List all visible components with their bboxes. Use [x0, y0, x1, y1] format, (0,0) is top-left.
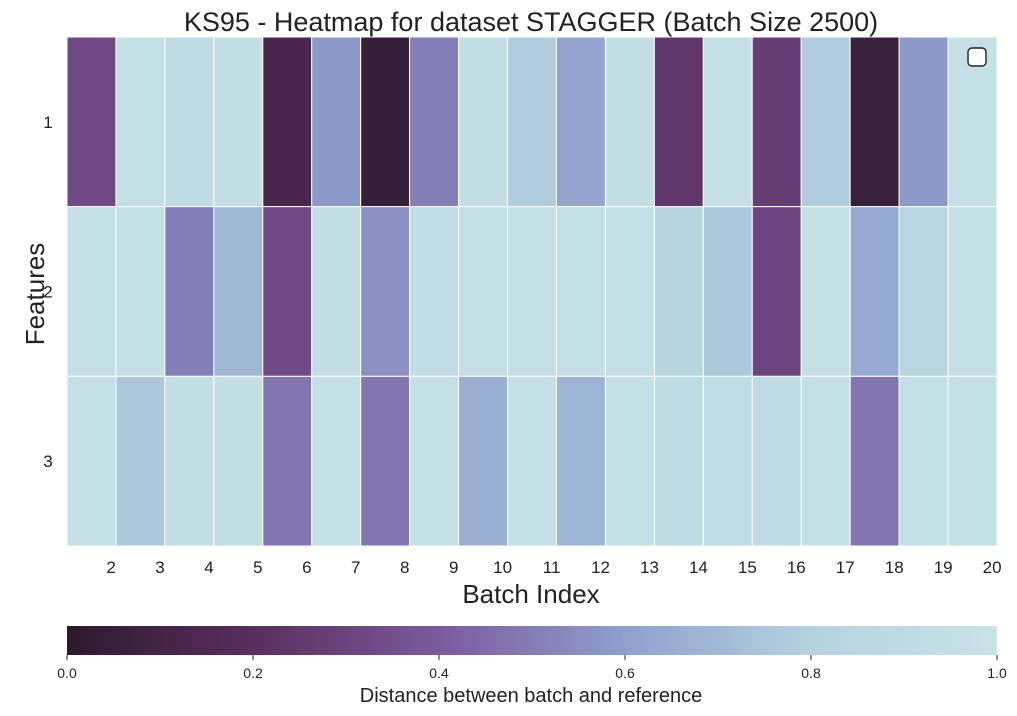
heatmap-cell [507, 36, 557, 208]
heatmap-cell [213, 206, 264, 377]
heatmap-cell [311, 206, 362, 377]
heatmap-cell [507, 206, 557, 377]
x-tick-label: 5 [253, 558, 262, 577]
heatmap-cell [849, 375, 900, 547]
heatmap-cell [213, 375, 264, 547]
colorbar-label: Distance between batch and reference [360, 685, 702, 707]
heatmap-cell [849, 206, 900, 377]
heatmap-cell [898, 36, 949, 208]
y-tick-label: 3 [43, 452, 52, 471]
heatmap-cell [507, 375, 557, 547]
heatmap-cell [66, 375, 117, 547]
x-tick-label: 6 [302, 558, 311, 577]
heatmap-cell [164, 375, 215, 547]
x-axis-label: Batch Index [462, 579, 599, 609]
heatmap-cell [66, 206, 117, 377]
x-tick-label: 7 [351, 558, 360, 577]
chart-title: KS95 - Heatmap for dataset STAGGER (Batc… [184, 7, 878, 37]
heatmap-cell [947, 206, 998, 377]
heatmap-cell [458, 36, 509, 208]
heatmap-cell [262, 36, 313, 208]
x-tick-label: 4 [204, 558, 213, 577]
colorbar-tick-label: 0.6 [615, 665, 635, 681]
x-tick-label: 16 [787, 558, 806, 577]
x-tick-label: 13 [640, 558, 659, 577]
legend-box [967, 47, 987, 67]
x-tick-label: 9 [449, 558, 458, 577]
heatmap-cell [800, 375, 851, 547]
x-tick-label: 20 [983, 558, 1002, 577]
y-tick-label: 2 [43, 283, 52, 302]
y-tick-labels: 1 2 3 [43, 113, 52, 471]
x-tick-label: 19 [934, 558, 953, 577]
heatmap-cell [115, 375, 166, 547]
heatmap-cell [751, 375, 802, 547]
x-tick-label: 2 [106, 558, 115, 577]
heatmap-cell [800, 206, 851, 377]
heatmap-cell [849, 36, 900, 208]
x-tick-labels: 2 3 4 5 6 7 8 9 10 11 12 13 14 15 16 17 18 19 20 [106, 558, 1001, 577]
colorbar-ticks: 0.0 0.2 0.4 0.6 0.8 1.0 [57, 655, 1007, 681]
heatmap-cell [555, 206, 606, 377]
heatmap-cell [751, 36, 802, 208]
heatmap-cell [458, 206, 509, 377]
heatmap-cell [262, 206, 313, 377]
heatmap-cell [213, 36, 264, 208]
x-tick-label: 15 [738, 558, 757, 577]
colorbar-tick-label: 1.0 [987, 665, 1007, 681]
heatmap-cell [409, 36, 460, 208]
heatmap-cell [164, 206, 215, 377]
x-tick-label: 3 [155, 558, 164, 577]
heatmap-cell [115, 206, 166, 377]
x-tick-label: 18 [885, 558, 904, 577]
heatmap-cell [66, 36, 117, 208]
heatmap-cell [555, 375, 606, 547]
heatmap-cell [409, 206, 460, 377]
x-tick-label: 14 [689, 558, 708, 577]
colorbar-tick-label: 0.8 [801, 665, 821, 681]
x-tick-label: 17 [836, 558, 855, 577]
heatmap-cell [360, 36, 411, 208]
heatmap-cell [555, 36, 606, 208]
colorbar [67, 626, 997, 655]
x-tick-label: 12 [591, 558, 610, 577]
heatmap-cell [702, 206, 753, 377]
heatmap-cell [653, 375, 704, 547]
heatmap-cells [66, 36, 998, 547]
x-tick-label: 11 [543, 558, 561, 577]
heatmap-cell [604, 36, 655, 208]
heatmap-cell [360, 206, 411, 377]
y-tick-label: 1 [43, 113, 52, 132]
heatmap-cell [115, 36, 166, 208]
heatmap-cell [604, 206, 655, 377]
colorbar-tick-label: 0.0 [57, 665, 77, 681]
heatmap-cell [898, 375, 949, 547]
heatmap-cell [702, 36, 753, 208]
heatmap-cell [311, 36, 362, 208]
x-tick-label: 8 [400, 558, 409, 577]
heatmap-cell [311, 375, 362, 547]
heatmap-cell [360, 375, 411, 547]
heatmap-cell [751, 206, 802, 377]
x-tick-label: 10 [493, 558, 512, 577]
colorbar-tick-label: 0.4 [429, 665, 449, 681]
heatmap-cell [262, 375, 313, 547]
heatmap-cell [653, 36, 704, 208]
heatmap-cell [947, 375, 998, 547]
heatmap-cell [409, 375, 460, 547]
heatmap-cell [604, 375, 655, 547]
heatmap-cell [653, 206, 704, 377]
heatmap-cell [800, 36, 851, 208]
y-axis-label: Features [20, 243, 50, 346]
heatmap-cell [898, 206, 949, 377]
heatmap-cell [164, 36, 215, 208]
colorbar-tick-label: 0.2 [243, 665, 263, 681]
heatmap-cell [458, 375, 509, 547]
heatmap-cell [702, 375, 753, 547]
